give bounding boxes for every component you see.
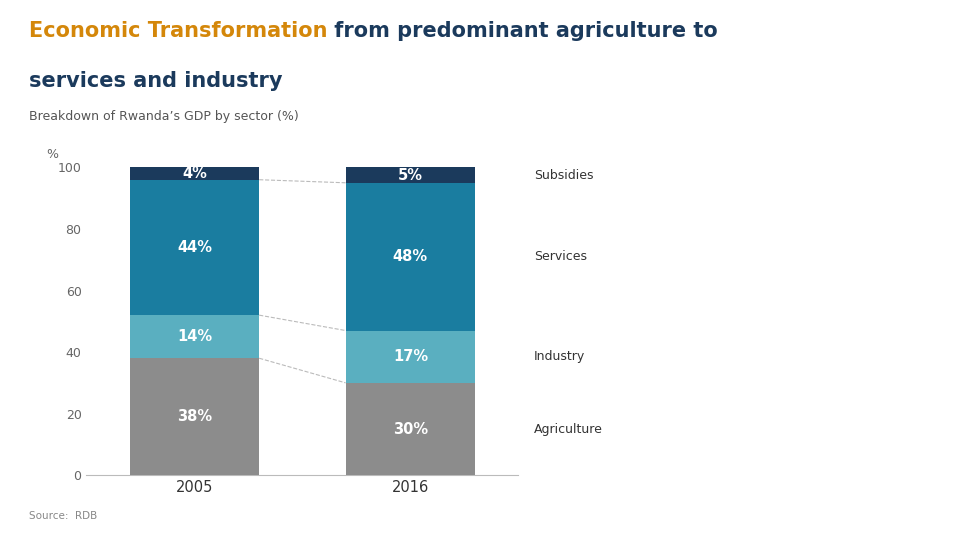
Bar <box>130 167 259 180</box>
Bar <box>346 167 475 183</box>
Bar <box>130 358 259 475</box>
Text: 6: 6 <box>923 514 931 526</box>
Text: 5%: 5% <box>397 167 423 183</box>
Text: 14%: 14% <box>177 329 212 344</box>
Text: 48%: 48% <box>393 249 428 264</box>
Text: 17%: 17% <box>393 349 428 364</box>
Text: Economic Transformation: Economic Transformation <box>29 21 327 41</box>
Bar <box>346 330 475 383</box>
Bar <box>130 315 259 358</box>
Y-axis label: %: % <box>46 148 58 161</box>
Bar <box>346 383 475 475</box>
Bar <box>346 183 475 330</box>
Text: 4%: 4% <box>182 166 206 181</box>
Text: Industry: Industry <box>534 350 586 363</box>
Text: from predominant agriculture to: from predominant agriculture to <box>327 21 718 41</box>
Text: Agriculture: Agriculture <box>534 422 603 436</box>
Text: Subsidies: Subsidies <box>534 168 593 181</box>
Text: 38%: 38% <box>177 409 212 424</box>
Text: Source:  RDB: Source: RDB <box>29 511 97 521</box>
Bar <box>130 180 259 315</box>
Text: Services: Services <box>534 250 588 263</box>
Text: Breakdown of Rwanda’s GDP by sector (%): Breakdown of Rwanda’s GDP by sector (%) <box>29 110 299 123</box>
Text: Services now
account for
about half of
all economic
activity – yet
agriculture
s: Services now account for about half of a… <box>696 151 836 346</box>
Text: 44%: 44% <box>177 240 212 255</box>
Text: services and industry: services and industry <box>29 71 282 91</box>
Text: 30%: 30% <box>393 422 428 436</box>
